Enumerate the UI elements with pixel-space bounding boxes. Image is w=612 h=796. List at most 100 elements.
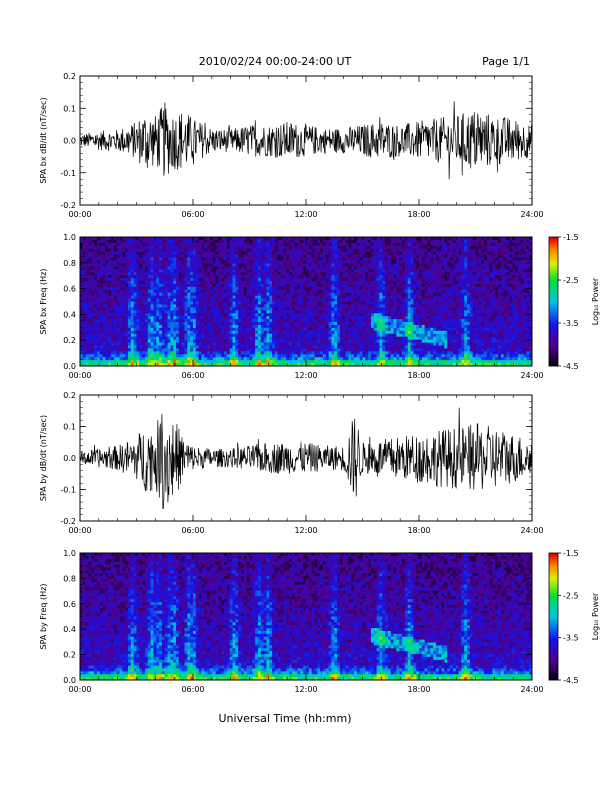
heatmap-cell [117, 334, 120, 337]
heatmap-cell [309, 345, 312, 348]
heatmap-cell [91, 307, 94, 310]
heatmap-cell [170, 302, 173, 305]
heatmap-cell [351, 354, 354, 357]
heatmap-cell [207, 322, 210, 325]
heatmap-cell [357, 240, 360, 243]
heatmap-cell [326, 360, 329, 363]
heatmap-cell [261, 334, 264, 337]
heatmap-cell [281, 360, 284, 363]
heatmap-cell [100, 325, 103, 328]
heatmap-cell [351, 304, 354, 307]
heatmap-cell [94, 322, 97, 325]
heatmap-cell [354, 331, 357, 334]
heatmap-cell [238, 275, 241, 278]
heatmap-cell [230, 266, 233, 269]
heatmap-cell [213, 343, 216, 346]
heatmap-cell [105, 337, 108, 340]
heatmap-cell [139, 275, 142, 278]
heatmap-cell [137, 325, 140, 328]
heatmap-cell [190, 275, 193, 278]
heatmap-cell [382, 260, 385, 263]
heatmap-cell [196, 260, 199, 263]
heatmap-cell [153, 334, 156, 337]
heatmap-cell [153, 246, 156, 249]
heatmap-cell [117, 331, 120, 334]
heatmap-cell [210, 287, 213, 290]
heatmap-cell [303, 287, 306, 290]
heatmap-cell [103, 345, 106, 348]
heatmap-cell [281, 272, 284, 275]
heatmap-cell [244, 310, 247, 313]
heatmap-cell [368, 304, 371, 307]
heatmap-cell [196, 255, 199, 258]
heatmap-cell [207, 275, 210, 278]
heatmap-cell [298, 290, 301, 293]
heatmap-cell [179, 272, 182, 275]
heatmap-cell [300, 290, 303, 293]
heatmap-cell [255, 299, 258, 302]
heatmap-cell [283, 281, 286, 284]
heatmap-cell [292, 293, 295, 296]
heatmap-cell [286, 354, 289, 357]
heatmap-cell [103, 255, 106, 258]
heatmap-cell [382, 258, 385, 261]
heatmap-cell [233, 340, 236, 343]
heatmap-cell [230, 258, 233, 261]
heatmap-cell [201, 328, 204, 331]
heatmap-cell [86, 258, 89, 261]
heatmap-cell [278, 290, 281, 293]
heatmap-cell [230, 340, 233, 343]
heatmap-cell [368, 252, 371, 255]
heatmap-cell [309, 360, 312, 363]
heatmap-cell [385, 272, 388, 275]
heatmap-cell [187, 360, 190, 363]
heatmap-cell [264, 240, 267, 243]
heatmap-cell [331, 351, 334, 354]
heatmap-cell [391, 287, 394, 290]
heatmap-cell [105, 269, 108, 272]
heatmap-cell [317, 260, 320, 263]
heatmap-cell [156, 266, 159, 269]
heatmap-cell [272, 343, 275, 346]
heatmap-cell [86, 319, 89, 322]
heatmap-cell [323, 331, 326, 334]
heatmap-cell [145, 322, 148, 325]
heatmap-cell [128, 269, 131, 272]
heatmap-cell [230, 322, 233, 325]
heatmap-cell [210, 281, 213, 284]
heatmap-cell [247, 322, 250, 325]
heatmap-cell [275, 275, 278, 278]
heatmap-cell [238, 296, 241, 299]
heatmap-cell [105, 322, 108, 325]
heatmap-cell [159, 243, 162, 246]
heatmap-cell [148, 340, 151, 343]
heatmap-cell [283, 258, 286, 261]
heatmap-cell [377, 348, 380, 351]
heatmap-cell [216, 296, 219, 299]
heatmap-cell [176, 243, 179, 246]
heatmap-cell [170, 354, 173, 357]
heatmap-cell [368, 255, 371, 258]
heatmap-cell [204, 240, 207, 243]
heatmap-cell [227, 255, 230, 258]
heatmap-cell [303, 296, 306, 299]
heatmap-cell [323, 284, 326, 287]
heatmap-cell [346, 360, 349, 363]
heatmap-cell [199, 337, 202, 340]
heatmap-cell [170, 296, 173, 299]
heatmap-cell [385, 343, 388, 346]
heatmap-cell [170, 316, 173, 319]
heatmap-cell [151, 266, 154, 269]
heatmap-cell [83, 269, 86, 272]
heatmap-cell [337, 260, 340, 263]
heatmap-cell [283, 313, 286, 316]
heatmap-cell [83, 252, 86, 255]
heatmap-cell [368, 249, 371, 252]
heatmap-cell [111, 243, 114, 246]
heatmap-cell [391, 296, 394, 299]
heatmap-cell [159, 278, 162, 281]
heatmap-cell [326, 302, 329, 305]
heatmap-cell [182, 275, 185, 278]
heatmap-cell [331, 304, 334, 307]
